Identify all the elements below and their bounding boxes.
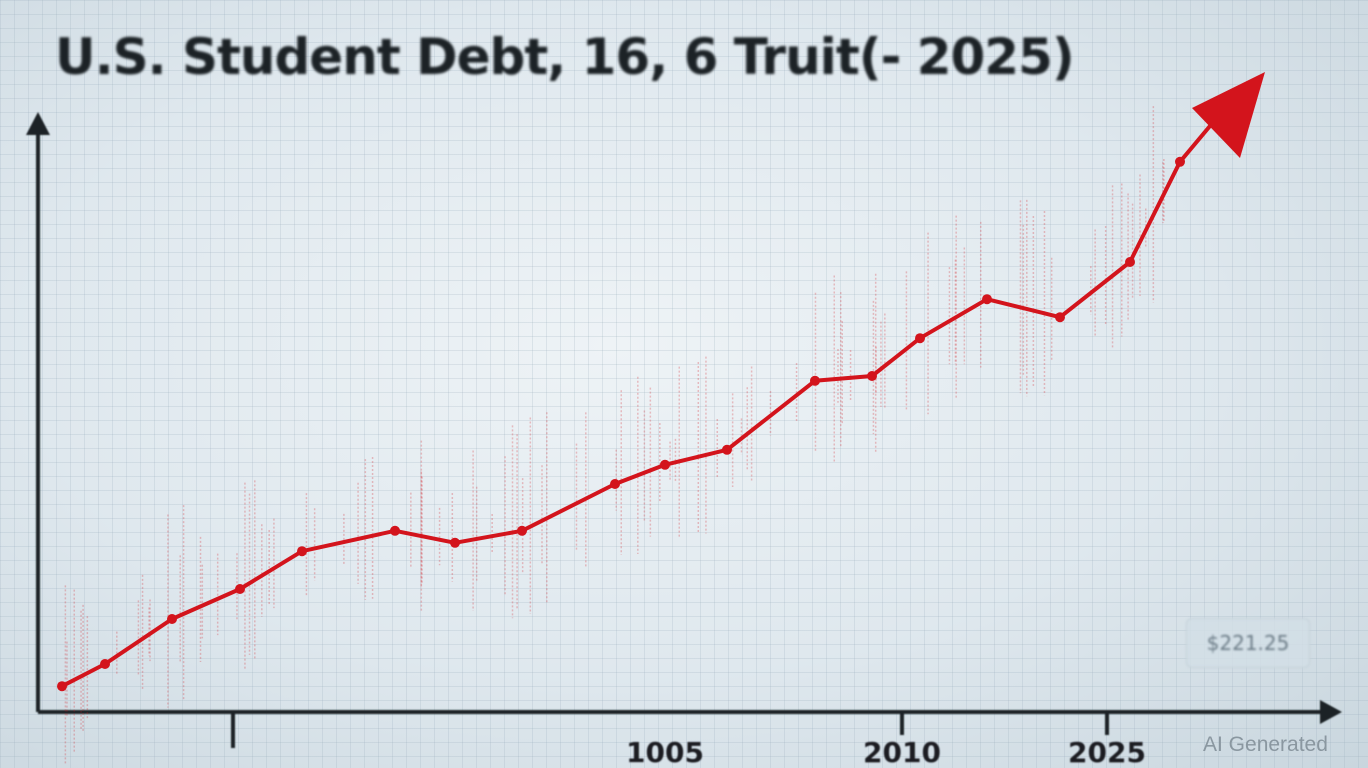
x-axis-arrow xyxy=(1320,700,1342,724)
data-point xyxy=(1125,257,1135,267)
data-point xyxy=(1055,312,1065,323)
data-point xyxy=(810,375,820,386)
data-point xyxy=(167,614,177,624)
value-annotation: $221.25 xyxy=(1186,618,1310,668)
data-point xyxy=(517,525,527,536)
series-path xyxy=(61,118,1217,688)
y-axis-arrow xyxy=(26,112,50,135)
watermark: AI Generated xyxy=(1203,733,1328,756)
chart-title: U.S. Student Debt, 16, 6 Truit(- 2025) xyxy=(55,28,1075,86)
data-point xyxy=(982,294,992,305)
data-point xyxy=(390,525,400,536)
x-tick-label: 1005 xyxy=(626,736,704,768)
trend-arrow-icon xyxy=(1192,72,1265,158)
data-point xyxy=(1175,156,1185,167)
data-point xyxy=(235,584,245,594)
data-point xyxy=(722,444,732,455)
series-line xyxy=(57,72,1265,692)
data-point xyxy=(915,333,925,344)
data-point xyxy=(100,659,110,669)
noise-spikes xyxy=(64,106,1165,764)
x-tick-label: 2025 xyxy=(1068,736,1146,768)
data-point xyxy=(297,546,307,557)
data-point xyxy=(57,681,67,692)
data-point xyxy=(610,479,620,489)
data-point xyxy=(660,459,670,470)
data-point xyxy=(450,537,460,548)
data-point xyxy=(867,371,877,381)
x-tick-label: 2010 xyxy=(863,736,941,768)
